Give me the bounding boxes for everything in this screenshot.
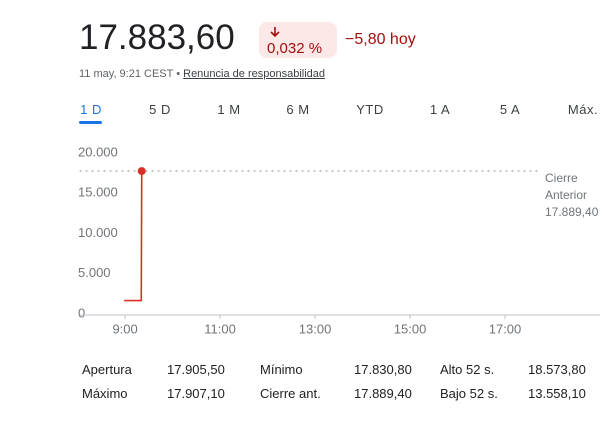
down-arrow bbox=[270, 27, 280, 38]
y-tick-label: 15.000 bbox=[78, 185, 118, 200]
range-tab[interactable]: 1 D bbox=[80, 102, 102, 117]
x-tick-label: 13:00 bbox=[299, 321, 332, 336]
change-badge: 0,032 % bbox=[259, 22, 337, 58]
x-tick-label: 15:00 bbox=[394, 321, 427, 336]
previous-close-title: Cierre Anterior bbox=[545, 171, 588, 202]
stat-value: 13.558,10 bbox=[528, 386, 586, 401]
x-tick-label: 17:00 bbox=[489, 321, 522, 336]
stat-label: Máximo bbox=[82, 386, 128, 401]
price-line bbox=[124, 171, 143, 302]
chart: 0 5.000 10.000 15.000 20.000 9:00 11:00 13:00 15… bbox=[78, 144, 600, 336]
current-point bbox=[137, 167, 146, 176]
tab-underline bbox=[79, 121, 102, 124]
stat-label: Mínimo bbox=[260, 362, 303, 377]
x-tick-label: 11:00 bbox=[204, 321, 236, 336]
range-tab[interactable]: 1 M bbox=[217, 102, 241, 117]
timestamp-line: 11 may, 9:21 CEST • Renuncia de responsa… bbox=[79, 68, 325, 80]
range-tab[interactable]: 1 A bbox=[429, 102, 451, 117]
x-tick-label: 9:00 bbox=[112, 321, 137, 336]
y-tick-label: 5.000 bbox=[78, 265, 111, 280]
previous-close-value: 17.889,40 bbox=[545, 205, 599, 219]
stat-label: Bajo 52 s. bbox=[440, 386, 498, 401]
stat-value: 17.889,40 bbox=[354, 386, 412, 401]
stat-label: Apertura bbox=[82, 362, 132, 377]
change-today: −5,80 hoy bbox=[345, 31, 416, 48]
range-tab[interactable]: YTD bbox=[356, 102, 384, 117]
stat-value: 18.573,80 bbox=[528, 362, 586, 377]
y-tick-label: 10.000 bbox=[78, 225, 118, 240]
range-tab[interactable]: 6 M bbox=[286, 102, 310, 117]
stat-value: 17.830,80 bbox=[354, 362, 412, 377]
change-percent: 0,032 % bbox=[267, 40, 323, 57]
y-tick-label: 0 bbox=[78, 305, 85, 320]
price: 17.883,60 bbox=[79, 18, 235, 57]
stat-label: Alto 52 s. bbox=[440, 362, 495, 377]
stat-value: 17.907,10 bbox=[167, 386, 225, 401]
y-tick-label: 20.000 bbox=[78, 144, 118, 159]
previous-close-note: Cierre Anterior 17.889,40 bbox=[545, 170, 605, 221]
stat-value: 17.905,50 bbox=[167, 362, 225, 377]
range-tab[interactable]: 5 A bbox=[499, 102, 521, 117]
range-tab[interactable]: 5 D bbox=[149, 102, 171, 117]
range-tab[interactable]: Máx. bbox=[567, 102, 599, 117]
stat-label: Cierre ant. bbox=[260, 386, 321, 401]
disclaimer-link[interactable]: Renuncia de responsabilidad bbox=[183, 68, 326, 80]
timestamp: 11 may, 9:21 CEST • bbox=[79, 68, 181, 80]
